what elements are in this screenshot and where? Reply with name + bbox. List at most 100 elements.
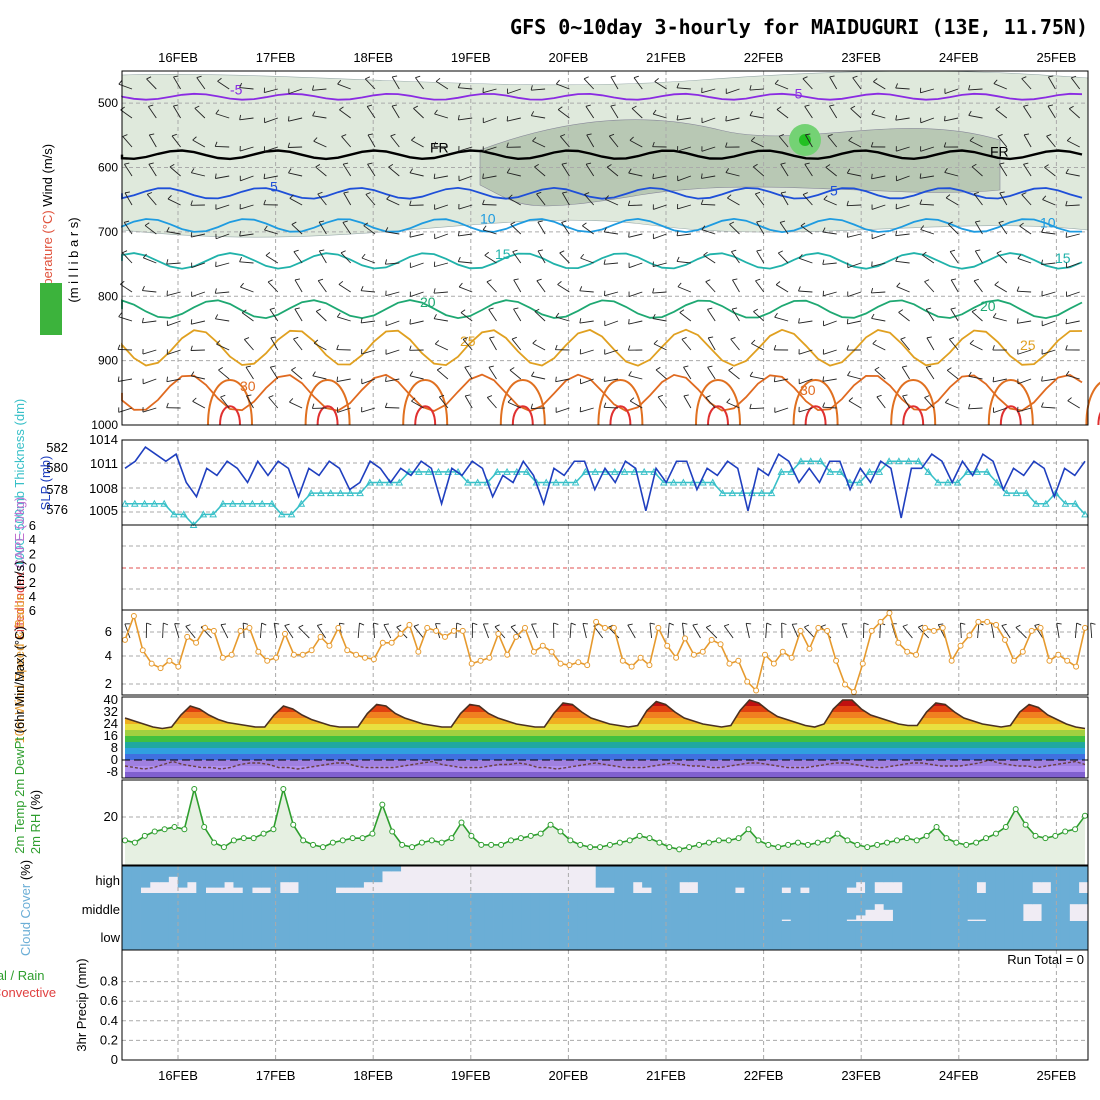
wind-barb [754,193,765,206]
wind-barb [705,281,716,293]
wind-barb-feather [895,83,899,89]
thickness-axis-label: 1000~500mb Thickness (dm) [12,399,27,568]
wind-barb [629,139,643,148]
cloud-bar [214,893,225,921]
wind-barb [337,83,351,90]
wind-frame [121,609,1089,696]
cloud-bar [168,866,179,877]
wind-barb [701,203,716,206]
wind-barb [850,108,862,119]
run-total-annotation: Run Total = 0 [1007,952,1084,967]
data-point [1019,648,1026,655]
wind-barb [312,115,327,119]
data-point [806,457,815,465]
wind-barb [653,113,667,119]
wind-barb-feather [949,336,955,340]
wind-barb [627,624,636,639]
wind-barb-feather [781,622,787,625]
data-point [735,835,742,842]
wind-barb [536,193,546,206]
cloud-bar [892,866,903,883]
wind-barb [585,163,595,177]
wind-barb [218,369,230,380]
cloud-bar [400,893,411,921]
date-label-top: 17FEB [256,50,296,65]
cloud-bar [939,866,950,893]
data-point [353,651,360,658]
cloud-bar [159,893,169,921]
data-point [1032,499,1040,507]
data-point [362,654,368,661]
cloud-bar [530,921,541,950]
data-point [762,651,768,658]
cloud-bar [149,893,160,921]
wind-barb-feather [120,106,125,111]
wind-barb-feather [895,115,898,121]
wind-barb [608,135,619,148]
cloud-bar [892,921,903,950]
wind-barb [582,225,594,235]
cloud-bar [1069,866,1080,893]
isotherm-40 [316,405,339,426]
wind-barb-feather [489,336,495,339]
wind-barb [925,367,935,380]
wind-barb-feather [118,80,123,85]
cloud-bar [270,921,281,950]
cloud-bar [855,921,866,950]
wind-barb [413,626,424,639]
wind-barb [458,87,473,90]
cloud-bar [317,866,327,893]
thickness-line [125,460,1086,527]
date-label-bottom: 16FEB [158,1068,198,1083]
wind-barb [775,284,789,293]
wind-barb [436,369,449,380]
wind-barb [341,136,352,148]
y-tick-label: 0.4 [100,1013,118,1028]
isotherm-label: 20 [420,294,436,310]
wind-barb [569,623,572,639]
wind-barb [1047,76,1056,90]
wind-barb [239,204,254,210]
wind-barb [924,281,935,293]
cloud-bar [252,893,262,921]
wind-barb-feather [848,136,853,141]
cloud-bar [205,866,216,888]
data-point [503,467,511,475]
wind-barb [269,366,279,380]
wind-barb-feather [951,278,957,281]
wind-barb [971,166,983,177]
data-point [913,651,920,658]
y-tick-label: 0.8 [100,974,118,989]
wind-barb [606,166,619,177]
wind-barb [1067,140,1080,148]
wind-barb-feather [822,259,825,265]
wind-barb [586,134,595,148]
wind-barb [723,625,734,639]
wind-axis-label: 10m Wind Speed & Barbs (m/s) [12,561,27,744]
wind-barb [1056,623,1060,639]
data-point [993,621,1000,628]
wind-barb [968,375,983,380]
wind-barb-feather [872,339,877,345]
wind-barb [561,163,570,177]
wind-barb-feather [1067,397,1072,402]
wind-barb-feather [999,162,1005,165]
cloud-bar [177,866,188,888]
cloud-bar [772,921,782,950]
wind-barb-feather [902,365,908,368]
cloud-bar [428,921,439,950]
cloud-bar [484,921,494,950]
wind-barb-feather [846,168,851,174]
data-point [193,639,200,646]
wind-barb-feather [848,397,854,402]
isotherm-35 [792,379,839,426]
wind-barb-feather [800,222,806,227]
wind-barb [1066,233,1080,238]
isotherm-40 [511,405,534,426]
wind-barb-feather [460,309,466,313]
data-point [755,837,762,844]
wind-barb [900,338,910,351]
wind-barb [1023,134,1032,148]
wind-barb-feather [291,221,297,225]
